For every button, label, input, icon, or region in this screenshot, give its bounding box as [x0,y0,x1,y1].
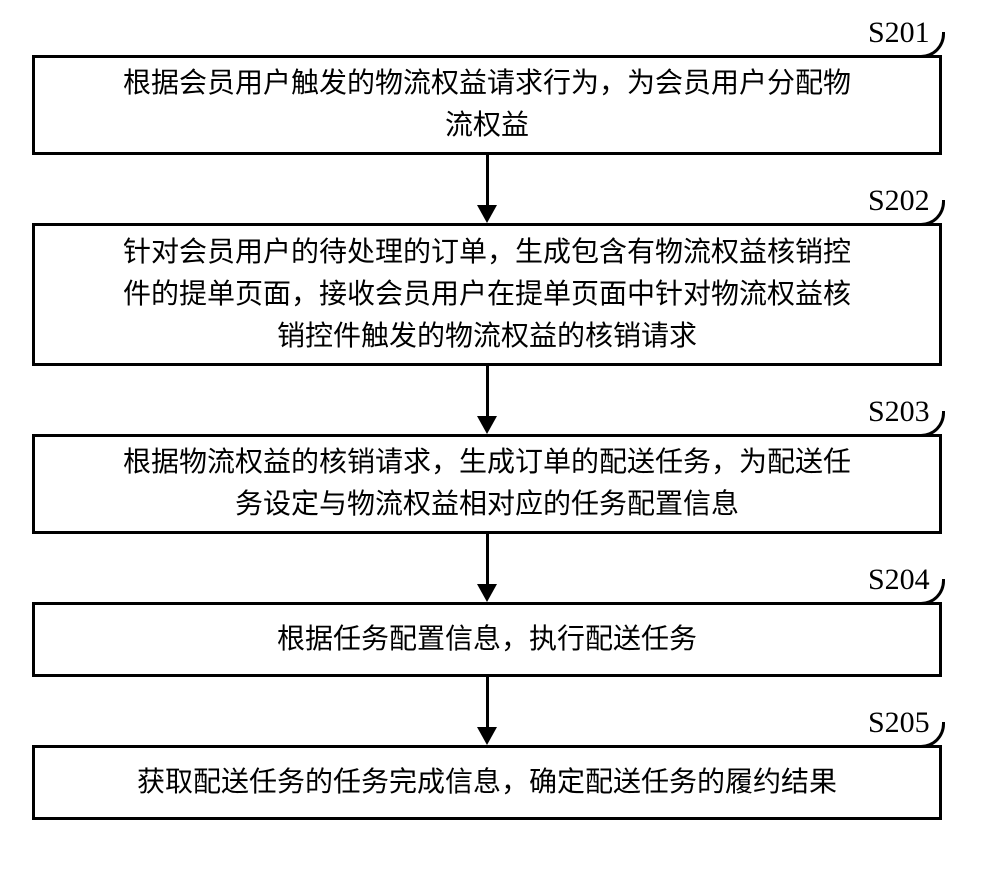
arrow-down-icon [477,584,497,602]
flow-step-s202: 针对会员用户的待处理的订单，生成包含有物流权益核销控 件的提单页面，接收会员用户… [32,223,942,366]
flow-arrow-line [486,677,489,727]
flow-step-s204: 根据任务配置信息，执行配送任务 [32,602,942,677]
flowchart-canvas: 根据会员用户触发的物流权益请求行为，为会员用户分配物 流权益S201针对会员用户… [0,0,1000,884]
flow-step-text: 根据物流权益的核销请求，生成订单的配送任务，为配送任 务设定与物流权益相对应的任… [123,442,851,526]
arrow-down-icon [477,416,497,434]
flow-arrow-line [486,155,489,205]
arrow-down-icon [477,727,497,745]
flow-step-s203: 根据物流权益的核销请求，生成订单的配送任务，为配送任 务设定与物流权益相对应的任… [32,434,942,534]
flow-step-text: 根据任务配置信息，执行配送任务 [277,619,697,661]
flow-step-text: 获取配送任务的任务完成信息，确定配送任务的履约结果 [137,762,837,804]
flow-arrow-line [486,366,489,416]
flow-step-s205: 获取配送任务的任务完成信息，确定配送任务的履约结果 [32,745,942,820]
arrow-down-icon [477,205,497,223]
flow-step-s201: 根据会员用户触发的物流权益请求行为，为会员用户分配物 流权益 [32,55,942,155]
flow-arrow-line [486,534,489,584]
flow-step-text: 根据会员用户触发的物流权益请求行为，为会员用户分配物 流权益 [123,63,851,147]
flow-step-text: 针对会员用户的待处理的订单，生成包含有物流权益核销控 件的提单页面，接收会员用户… [123,232,851,358]
